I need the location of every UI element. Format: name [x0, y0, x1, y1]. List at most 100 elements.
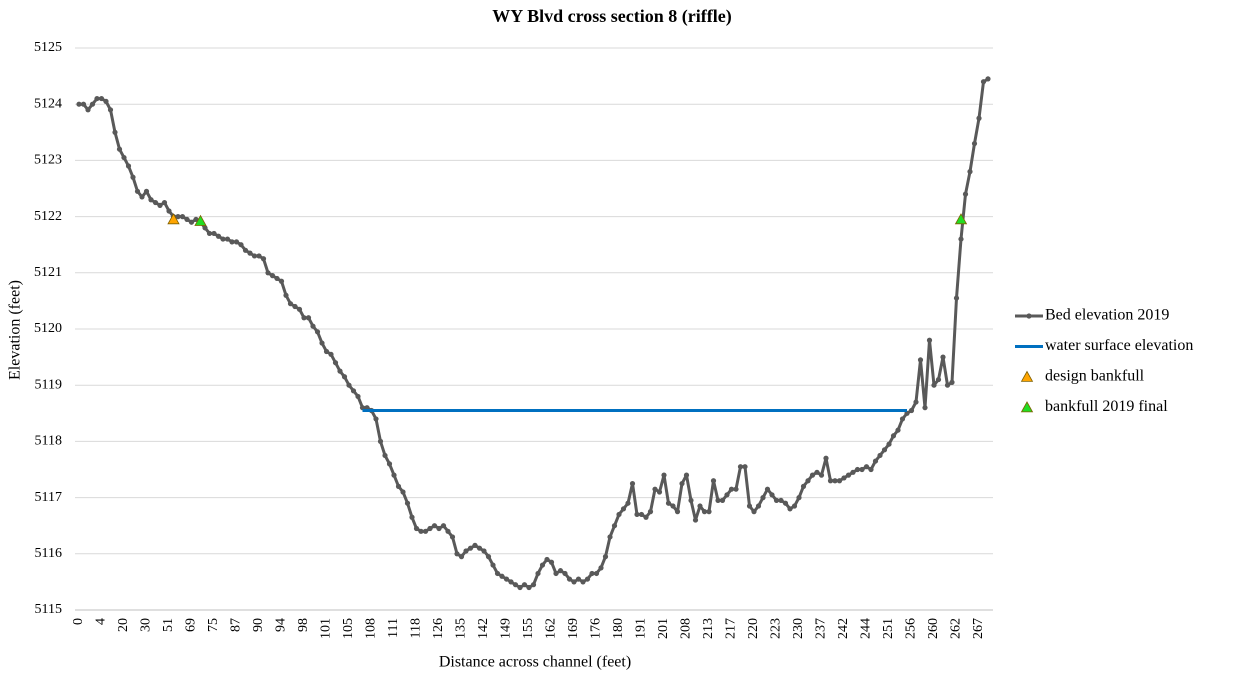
data-point: [985, 76, 991, 82]
x-tick-label: 105: [341, 618, 356, 639]
data-point: [247, 250, 253, 256]
x-tick-label: 230: [791, 618, 806, 639]
data-point: [310, 323, 316, 329]
data-point: [535, 570, 541, 577]
legend-marker: [1020, 370, 1034, 382]
data-point: [755, 503, 762, 509]
data-point: [274, 275, 280, 282]
data-point: [194, 214, 207, 226]
data-point: [602, 554, 609, 560]
data-point: [265, 270, 271, 276]
data-point: [706, 509, 712, 515]
data-point: [620, 506, 627, 512]
data-point: [954, 213, 968, 225]
data-point: [575, 576, 582, 582]
data-point: [899, 416, 906, 422]
data-point: [166, 208, 172, 214]
data-point: [715, 497, 721, 504]
data-point: [458, 554, 465, 560]
data-point: [742, 464, 748, 470]
data-point: [724, 492, 730, 498]
data-point: [260, 256, 267, 262]
data-point: [944, 382, 951, 388]
data-point: [863, 464, 870, 470]
data-point: [773, 497, 780, 504]
data-point: [157, 202, 163, 208]
data-point: [607, 534, 613, 540]
data-point: [521, 582, 528, 588]
data-point: [494, 570, 501, 577]
data-point: [751, 509, 757, 515]
data-point: [89, 101, 96, 107]
data-point: [76, 101, 82, 107]
y-axis-title: Elevation (feet): [7, 280, 24, 380]
data-point: [526, 584, 532, 591]
data-point: [517, 584, 523, 591]
data-point: [395, 483, 402, 489]
data-point: [661, 472, 667, 478]
x-tick-label: 155: [521, 618, 536, 639]
data-point: [908, 407, 915, 414]
data-point: [238, 242, 244, 248]
data-point: [877, 452, 883, 459]
legend-label: bankfull 2019 final: [1045, 398, 1168, 415]
data-point: [202, 225, 208, 231]
data-point: [418, 528, 424, 534]
x-tick-label: 201: [656, 618, 671, 639]
x-tick-label: 90: [251, 618, 266, 632]
x-tick-label: 98: [296, 618, 311, 632]
data-point: [746, 503, 753, 509]
data-point: [211, 230, 217, 237]
data-point: [130, 174, 136, 180]
x-tick-label: 242: [836, 618, 851, 639]
data-point: [463, 548, 469, 554]
x-tick-label: 51: [161, 618, 176, 632]
data-point: [940, 354, 946, 360]
x-tick-label: 176: [589, 618, 604, 639]
data-point: [818, 472, 825, 478]
data-point: [454, 551, 460, 557]
data-point: [292, 303, 298, 310]
data-point: [580, 579, 586, 585]
legend-marker: [1026, 313, 1032, 319]
data-point: [328, 351, 334, 357]
data-point: [269, 273, 276, 279]
y-tick-label: 5119: [35, 377, 62, 392]
data-point: [850, 469, 856, 475]
x-tick-label: 244: [859, 618, 874, 639]
data-point: [796, 495, 802, 501]
data-point: [976, 115, 982, 121]
data-point: [656, 489, 663, 495]
data-point: [476, 545, 483, 551]
data-point: [242, 247, 249, 253]
data-point: [760, 495, 766, 501]
data-point: [481, 548, 487, 554]
data-point: [589, 570, 595, 577]
data-point: [953, 295, 960, 301]
data-point: [701, 509, 708, 515]
data-point: [400, 489, 406, 495]
data-point: [508, 579, 514, 585]
data-point: [107, 107, 114, 113]
data-point: [386, 461, 393, 467]
data-point: [859, 466, 865, 473]
x-tick-label: 256: [904, 618, 919, 639]
data-point: [112, 129, 118, 135]
data-point: [670, 503, 676, 509]
data-point: [764, 486, 771, 492]
data-point: [566, 576, 573, 582]
y-tick-label: 5118: [35, 434, 62, 449]
legend-label: design bankfull: [1045, 368, 1145, 385]
x-tick-label: 0: [71, 618, 86, 625]
data-point: [557, 568, 564, 574]
data-point: [922, 405, 928, 411]
data-point: [836, 478, 843, 484]
data-point: [323, 348, 330, 355]
data-point: [355, 393, 361, 400]
data-point: [98, 95, 105, 102]
legend-marker: [1020, 401, 1034, 413]
data-point: [683, 472, 690, 478]
data-point: [890, 433, 897, 439]
data-point: [94, 95, 100, 102]
data-point: [206, 230, 213, 237]
